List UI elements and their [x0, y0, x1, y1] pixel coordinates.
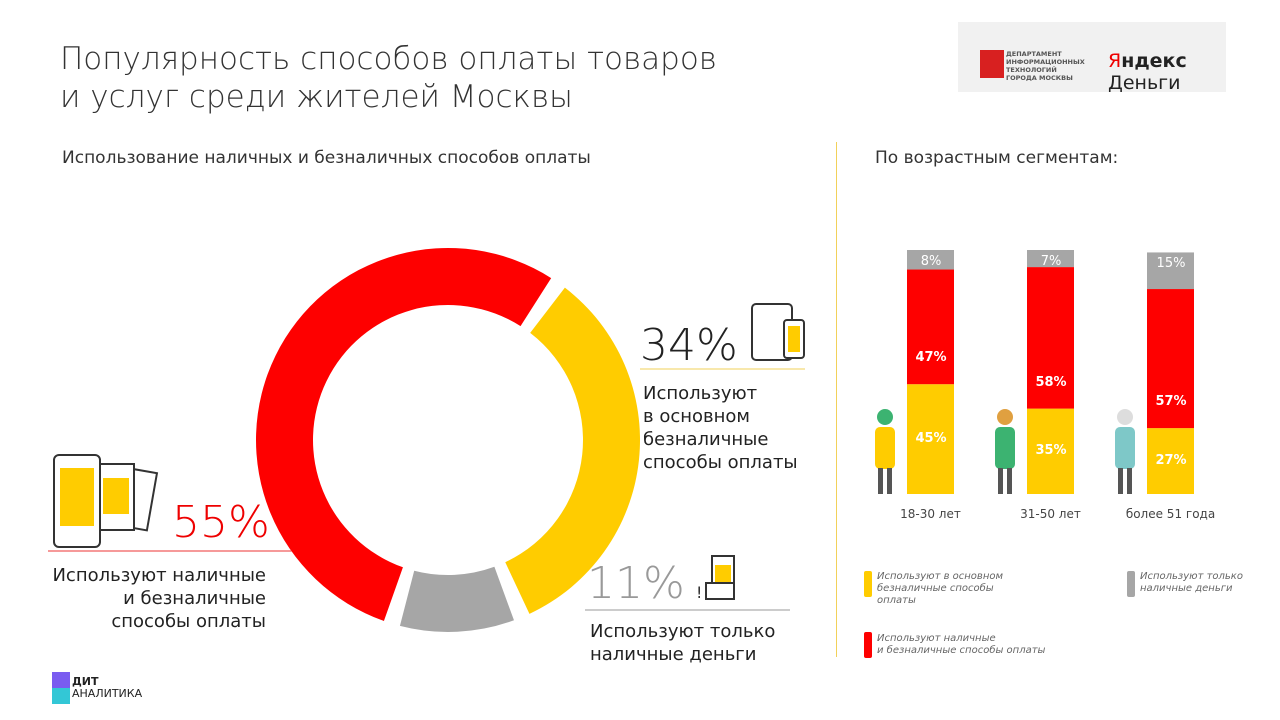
person-leg: [1127, 468, 1132, 494]
donut-slice: [505, 287, 640, 614]
title-line: Популярность способов оплаты товаров: [60, 41, 717, 77]
both-pct: 55%: [172, 497, 270, 548]
bar-value-label: 15%: [1156, 256, 1186, 272]
bar-value-label: 35%: [1035, 443, 1067, 459]
dit-emblem-icon: [980, 50, 1004, 78]
partner-logos: ДЕПАРТАМЕНТ ИНФОРМАЦИОННЫХ ТЕХНОЛОГИЙ ГОРОД…: [958, 22, 1226, 94]
legend-red: Используют наличные и безналичные способы…: [877, 633, 1046, 656]
right-subtitle: По возрастным сегментам:: [875, 148, 1119, 168]
axis-category-label: 31-50 лет: [1020, 507, 1081, 521]
person-body: [1115, 427, 1135, 469]
stacked-bar-chart: [907, 250, 1194, 494]
person-leg: [887, 468, 892, 494]
cashless-label: Используют в основном безналичные способы о…: [643, 383, 798, 473]
divider: [836, 142, 837, 657]
person-leg: [878, 468, 883, 494]
legend-yellow: Используют в основном безналичные способы…: [877, 571, 1004, 606]
both-label: Используют наличные и безналичные способы …: [52, 565, 266, 632]
person-icons: [875, 409, 1135, 494]
legend-swatch-yellow: [864, 571, 872, 597]
bar-segment: [907, 269, 954, 385]
person-leg: [1007, 468, 1012, 494]
bar-value-label: 58%: [1035, 374, 1067, 390]
donut-slice: [399, 566, 514, 632]
person-leg: [998, 468, 1003, 494]
left-subtitle: Использование наличных и безналичных спо…: [62, 148, 591, 168]
svg-text:!: !: [696, 583, 702, 602]
bar-segment: [1027, 250, 1074, 268]
bar-segment: [1147, 428, 1194, 494]
phone-cards-icon: [53, 454, 159, 548]
person-head: [877, 409, 893, 425]
legend-swatch-red: [864, 632, 872, 658]
person-body: [875, 427, 895, 469]
cash-label: Используют только наличные деньги: [590, 621, 776, 665]
bar-value-label: 8%: [920, 254, 942, 269]
cashless-pct: 34%: [640, 320, 738, 371]
bar-segment: [1027, 408, 1074, 494]
axis-category-label: 18-30 лет: [900, 507, 961, 521]
legend-gray: Используют только наличные деньги: [1140, 571, 1243, 594]
cash-pct: 11%: [587, 558, 685, 609]
person-leg: [1118, 468, 1123, 494]
dit-analytics-logo: ДИТ АНАЛИТИКА: [72, 675, 143, 700]
dit-analytics-cube-icon: [52, 672, 70, 704]
cash-hand-icon: !: [696, 555, 735, 602]
person-head: [1117, 409, 1133, 425]
person-body: [995, 427, 1015, 469]
person-head: [997, 409, 1013, 425]
bar-segment: [907, 250, 954, 270]
bar-segment: [1147, 252, 1194, 290]
legend-swatch-gray: [1127, 571, 1135, 597]
title-line: и услуг среди жителей Москвы: [60, 79, 573, 115]
bar-value-label: 27%: [1155, 453, 1187, 469]
bar-value-label: 47%: [915, 350, 947, 366]
donut-chart: [255, 247, 640, 632]
bar-segment: [1027, 267, 1074, 409]
page-title: Популярность способов оплаты товаров и ус…: [60, 40, 717, 116]
tablet-phone-icon: [751, 303, 805, 361]
dit-logo-text: ДЕПАРТАМЕНТ ИНФОРМАЦИОННЫХ ТЕХНОЛОГИЙ ГОРОД…: [1006, 50, 1085, 82]
bar-segment: [907, 384, 954, 494]
bar-segment: [1147, 289, 1194, 429]
donut-slice: [255, 247, 552, 621]
bar-value-label: 7%: [1040, 254, 1062, 269]
bar-value-label: 57%: [1155, 394, 1187, 410]
axis-category-label: более 51 года: [1125, 507, 1216, 521]
yandex-money-logo: Яндекс Деньги: [1108, 50, 1187, 94]
bar-value-label: 45%: [915, 431, 947, 447]
